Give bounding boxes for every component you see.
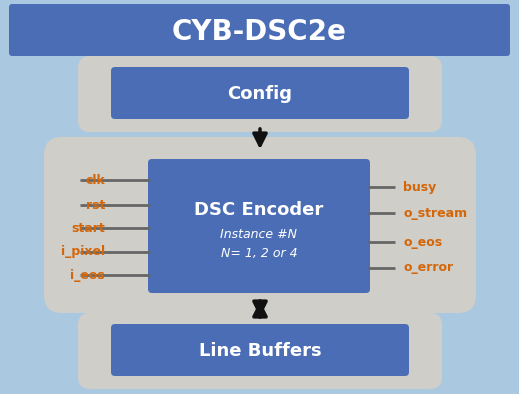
Text: start: start bbox=[71, 221, 105, 234]
Text: i_eos: i_eos bbox=[70, 268, 105, 281]
FancyBboxPatch shape bbox=[9, 4, 510, 56]
Text: DSC Encoder: DSC Encoder bbox=[195, 201, 324, 219]
Text: N= 1, 2 or 4: N= 1, 2 or 4 bbox=[221, 247, 297, 260]
Text: CYB-DSC2e: CYB-DSC2e bbox=[172, 18, 347, 46]
FancyBboxPatch shape bbox=[111, 324, 409, 376]
FancyBboxPatch shape bbox=[44, 137, 476, 313]
Text: o_eos: o_eos bbox=[403, 236, 442, 249]
Text: o_error: o_error bbox=[403, 262, 453, 275]
Text: Instance #N: Instance #N bbox=[221, 227, 297, 240]
FancyArrowPatch shape bbox=[254, 301, 266, 313]
FancyBboxPatch shape bbox=[78, 56, 442, 132]
Text: rst: rst bbox=[86, 199, 105, 212]
FancyBboxPatch shape bbox=[78, 313, 442, 389]
FancyBboxPatch shape bbox=[148, 159, 370, 293]
FancyBboxPatch shape bbox=[111, 67, 409, 119]
Text: clk: clk bbox=[85, 173, 105, 186]
Text: o_stream: o_stream bbox=[403, 206, 467, 219]
Text: busy: busy bbox=[403, 180, 436, 193]
FancyArrowPatch shape bbox=[254, 305, 266, 317]
Text: Line Buffers: Line Buffers bbox=[199, 342, 321, 360]
Text: Config: Config bbox=[227, 85, 293, 103]
Text: i_pixel: i_pixel bbox=[61, 245, 105, 258]
